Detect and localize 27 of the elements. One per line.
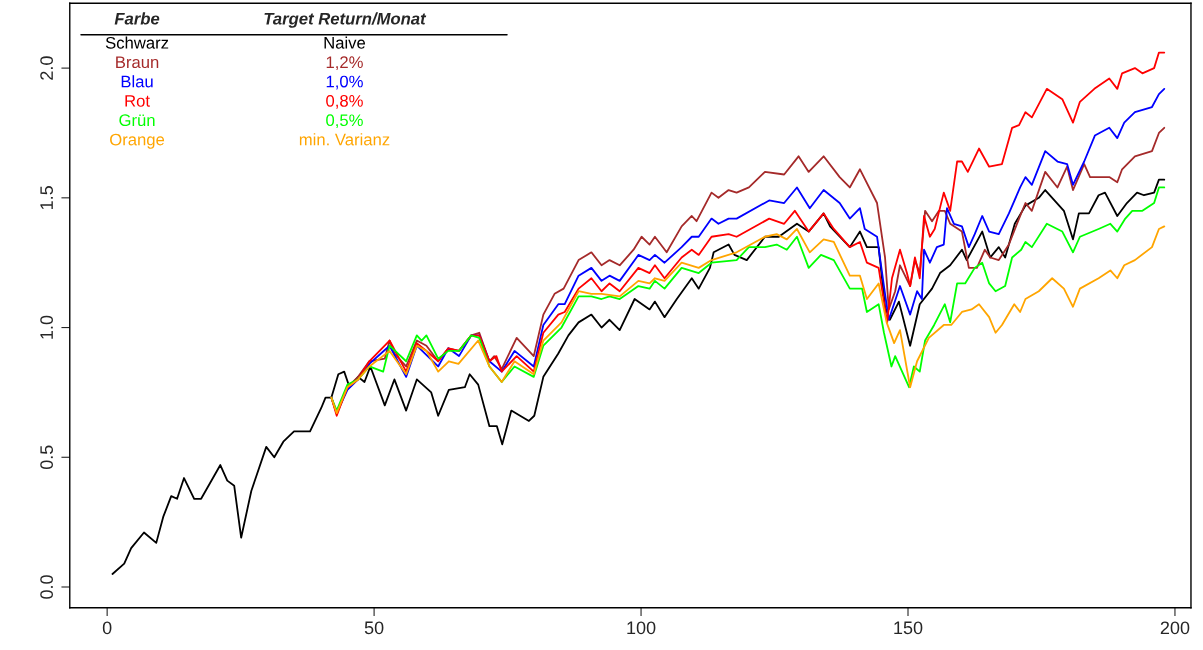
text: Naive <box>324 36 366 49</box>
text: 1,2% <box>326 56 363 71</box>
y-tick-label: 1.5 <box>40 186 54 209</box>
y-tick-label: 1.0 <box>40 315 54 339</box>
y-tick-label: 2.0 <box>40 56 54 80</box>
text: 0,8% <box>326 94 363 109</box>
annotation: Blau <box>121 75 153 88</box>
annotation: Braun <box>116 56 159 69</box>
text: 1,0% <box>326 75 363 90</box>
annotation: Orange <box>110 133 165 149</box>
annotation: Farbe <box>114 12 160 25</box>
annotation: Schwarz <box>105 36 169 49</box>
x-tick-label: 200 <box>1160 621 1190 635</box>
text: min. Varianz <box>299 133 390 146</box>
annotation: Rot <box>125 95 150 107</box>
text: 0,5% <box>326 114 363 129</box>
annotation: Target Return/Monat <box>264 12 427 28</box>
y-tick-label: 0.5 <box>40 445 54 470</box>
annotation: Grün <box>119 114 155 127</box>
x-tick-label: 150 <box>894 621 923 635</box>
x-tick-label: 100 <box>627 621 656 635</box>
y-tick-label: 0.0 <box>40 575 54 599</box>
line-series <box>330 225 1166 415</box>
x-tick-label: 50 <box>364 621 384 635</box>
line-series <box>330 186 1166 412</box>
x-tick-label: 0 <box>102 621 112 635</box>
line-series <box>111 178 1166 575</box>
